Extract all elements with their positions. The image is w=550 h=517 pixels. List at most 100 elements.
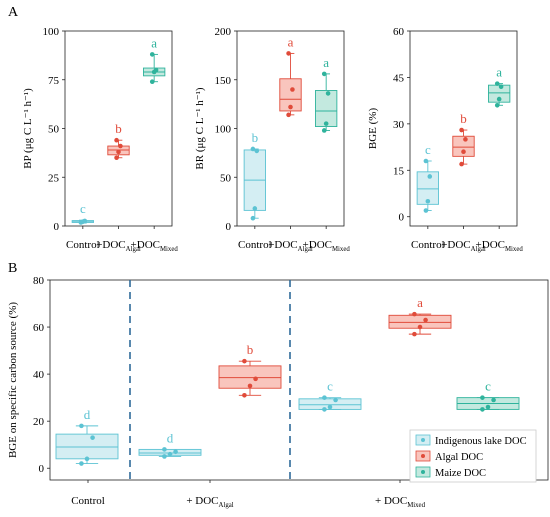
data-point bbox=[321, 128, 327, 133]
x-tick-label: +DOCAlgal bbox=[268, 239, 313, 253]
data-point bbox=[254, 148, 260, 154]
y-tick-label: 20 bbox=[33, 416, 45, 428]
data-point bbox=[167, 451, 173, 457]
data-point bbox=[459, 127, 464, 133]
data-point bbox=[286, 112, 291, 118]
y-tick-label: 0 bbox=[54, 221, 60, 233]
chart-panel-a1: 0 25 50 75 100 Control+DOCAlgal+DOCMixed c b a BP… bbox=[22, 26, 178, 253]
data-point bbox=[79, 423, 84, 429]
y-axis-label: BP (μg C L⁻¹ h⁻¹) bbox=[22, 88, 34, 169]
data-point bbox=[480, 407, 485, 412]
data-point bbox=[425, 198, 431, 204]
data-point bbox=[242, 392, 247, 398]
legend-dot bbox=[421, 438, 425, 442]
data-point bbox=[79, 461, 84, 466]
significance-letter: c bbox=[327, 379, 333, 394]
data-point bbox=[242, 358, 247, 364]
data-point bbox=[333, 397, 338, 403]
data-point bbox=[162, 447, 167, 452]
legend: Indigenous lake DOC Algal DOC Maize DOC bbox=[409, 429, 537, 483]
legend-dot bbox=[421, 470, 425, 474]
box-1 bbox=[279, 78, 302, 112]
box-2 bbox=[488, 84, 511, 103]
data-point bbox=[463, 137, 468, 142]
data-point bbox=[494, 102, 500, 108]
data-point bbox=[247, 383, 253, 389]
data-point bbox=[162, 454, 167, 459]
y-tick-label: 45 bbox=[393, 72, 405, 84]
data-point bbox=[423, 208, 429, 213]
data-point bbox=[423, 317, 428, 323]
box-2 bbox=[315, 90, 338, 127]
box-0 bbox=[416, 171, 439, 205]
data-point bbox=[173, 449, 178, 455]
data-point bbox=[322, 395, 327, 400]
box-0 bbox=[55, 433, 119, 460]
significance-letter: b bbox=[115, 121, 122, 136]
x-tick-label: +DOCMixed bbox=[131, 239, 179, 253]
data-point bbox=[321, 71, 327, 77]
significance-letter: d bbox=[167, 430, 174, 445]
data-point bbox=[286, 51, 291, 56]
data-point bbox=[290, 87, 295, 92]
panel-label-a: A bbox=[8, 5, 19, 20]
legend-label-algal: Algal DOC bbox=[435, 452, 483, 463]
significance-letter: d bbox=[84, 407, 91, 422]
y-axis-label: BR (μg C L⁻¹ h⁻¹) bbox=[194, 87, 206, 169]
significance-letter: a bbox=[496, 65, 502, 80]
y-axis-label: BGE on specific carbon source (%) bbox=[7, 302, 19, 458]
y-tick-label: 0 bbox=[39, 463, 45, 475]
y-tick-label: 0 bbox=[226, 221, 232, 233]
data-point bbox=[323, 121, 329, 126]
data-point bbox=[288, 104, 293, 110]
y-tick-label: 200 bbox=[215, 26, 232, 38]
x-tick-label: Control bbox=[238, 239, 272, 251]
data-point bbox=[149, 52, 155, 57]
x-tick-label: + DOCAlgal bbox=[186, 495, 233, 509]
data-point bbox=[423, 158, 429, 164]
data-point bbox=[491, 397, 496, 403]
data-point bbox=[250, 215, 256, 221]
data-point bbox=[252, 206, 258, 211]
significance-letter: c bbox=[485, 379, 491, 394]
data-point bbox=[118, 143, 123, 149]
legend-label-indigenous: Indigenous lake DOC bbox=[435, 436, 527, 447]
data-point bbox=[494, 81, 500, 86]
data-point bbox=[412, 311, 417, 317]
x-tick-label: +DOCMixed bbox=[303, 239, 351, 253]
chart-panel-a3: 0 15 30 45 60 Control+DOCAlgal+DOCMixed c b a BGE… bbox=[367, 26, 523, 253]
y-tick-label: 0 bbox=[399, 212, 405, 224]
box-3 bbox=[298, 398, 362, 410]
x-tick-label: +DOCAlgal bbox=[441, 239, 486, 253]
y-tick-label: 75 bbox=[48, 75, 60, 87]
data-point bbox=[498, 84, 504, 90]
y-tick-label: 60 bbox=[33, 322, 45, 334]
data-point bbox=[153, 67, 159, 73]
significance-letter: b bbox=[252, 130, 259, 145]
chart-panel-a2: 0 50 100 150 200 Control+DOCAlgal+DOCMixed b a a… bbox=[194, 26, 350, 253]
y-tick-label: 25 bbox=[48, 172, 60, 184]
data-point bbox=[412, 331, 417, 337]
y-tick-label: 15 bbox=[393, 165, 405, 177]
x-tick-label: Control bbox=[71, 495, 105, 507]
data-point bbox=[114, 155, 119, 161]
data-point bbox=[253, 376, 258, 382]
data-point bbox=[327, 404, 333, 410]
significance-letter: a bbox=[417, 295, 423, 310]
box-2 bbox=[218, 365, 282, 389]
data-point bbox=[114, 137, 119, 143]
significance-letter: c bbox=[80, 201, 86, 216]
data-point bbox=[417, 324, 423, 330]
y-axis-label: BGE (%) bbox=[367, 108, 379, 150]
y-tick-label: 50 bbox=[48, 124, 60, 136]
significance-letter: a bbox=[151, 35, 157, 50]
data-point bbox=[322, 407, 327, 412]
data-point bbox=[250, 146, 256, 152]
data-point bbox=[496, 96, 502, 102]
data-point bbox=[90, 435, 95, 440]
y-tick-label: 80 bbox=[33, 275, 45, 287]
y-tick-label: 40 bbox=[33, 369, 45, 381]
significance-letter: b bbox=[460, 111, 467, 126]
data-point bbox=[427, 174, 433, 179]
